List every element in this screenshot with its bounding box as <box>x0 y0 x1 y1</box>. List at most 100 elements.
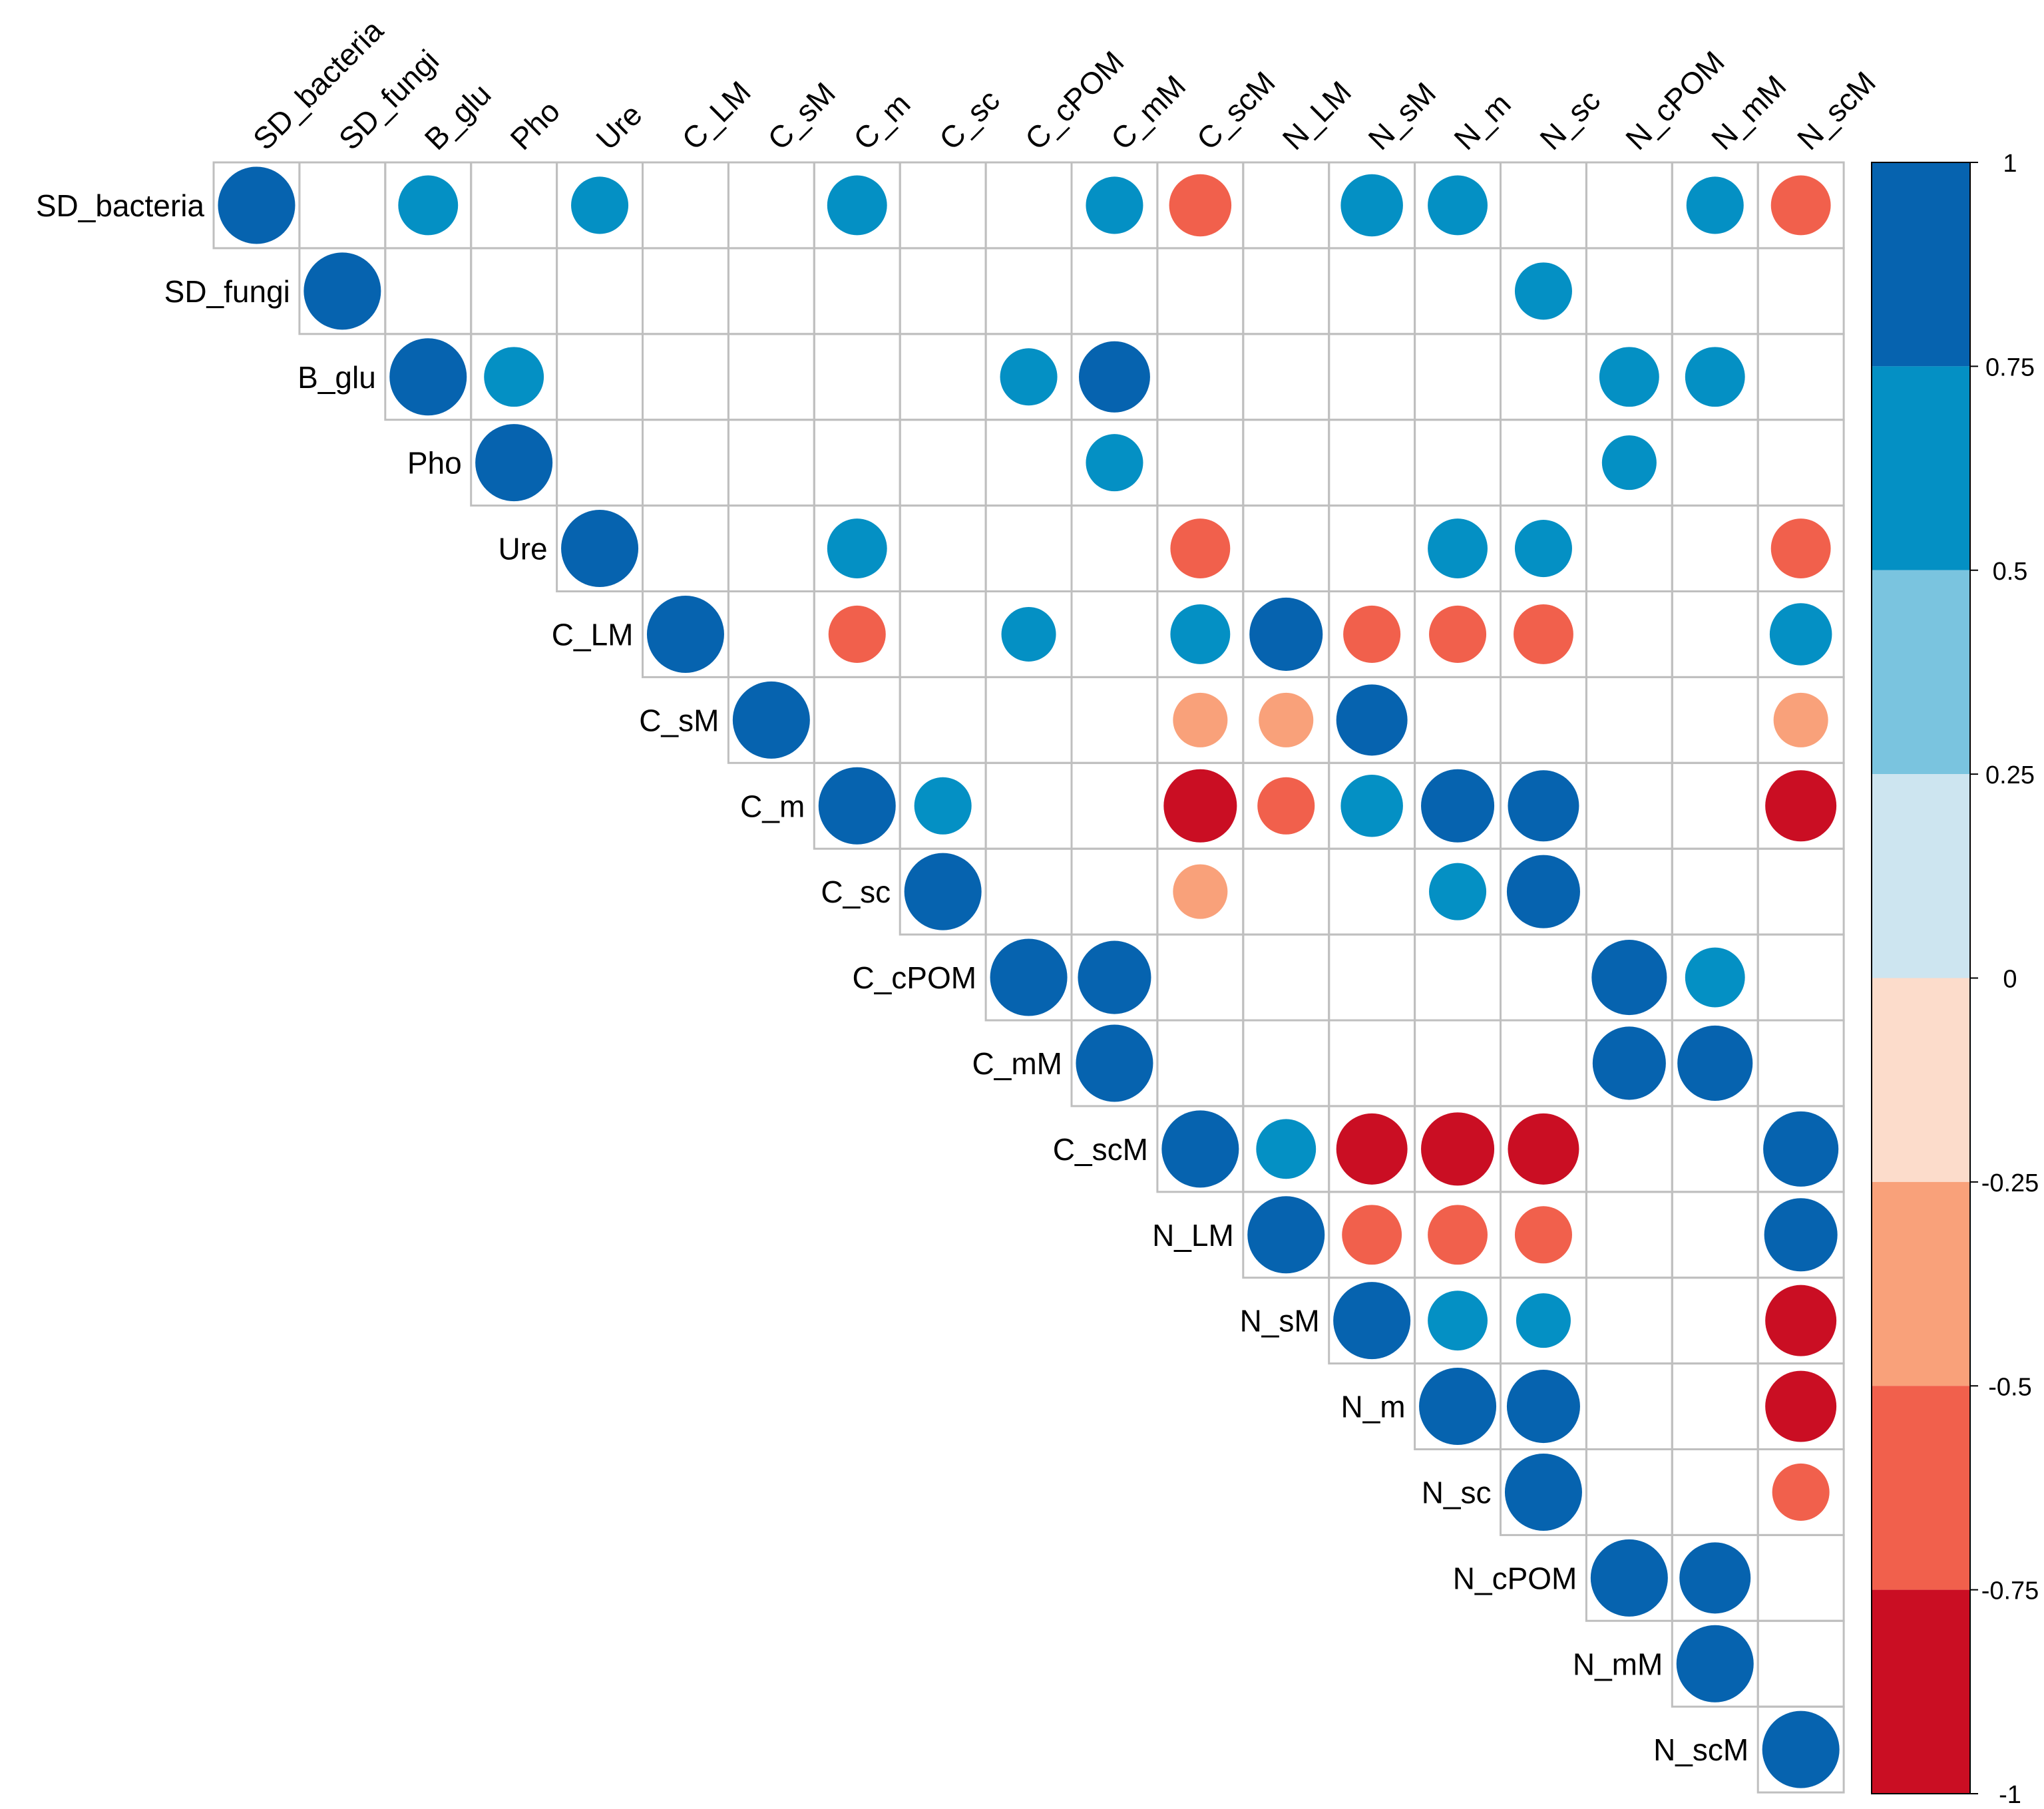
grid-cell <box>1756 933 1845 1022</box>
grid-cell <box>1671 419 1759 507</box>
grid-cell <box>1671 1448 1759 1536</box>
colorbar-tick-label: -0.5 <box>1988 1373 2031 1401</box>
grid-cell <box>899 161 987 250</box>
correlation-circle-C_LM-N_LM <box>1249 597 1323 671</box>
correlation-circle-C_sc-C_sc <box>904 853 982 930</box>
correlation-circle-C_LM-C_scM <box>1170 604 1231 664</box>
correlation-circle-C_cPOM-C_cPOM <box>990 938 1068 1016</box>
colorbar-bin <box>1872 1386 1970 1590</box>
correlation-circle-C_m-N_scM <box>1765 770 1837 842</box>
grid-cell <box>1156 1019 1245 1107</box>
correlation-circle-SD_fungi-N_sc <box>1514 262 1572 320</box>
colorbar-tick-label: -1 <box>1999 1781 2021 1809</box>
correlation-circle-C_LM-N_sc <box>1514 604 1573 664</box>
grid-cell <box>1756 1619 1845 1708</box>
grid-cell <box>1671 504 1759 592</box>
correlation-circles <box>218 166 1840 1788</box>
correlation-circle-C_cPOM-N_cPOM <box>1591 940 1667 1016</box>
grid-cell <box>1756 419 1845 507</box>
grid-cell <box>1585 247 1673 335</box>
grid-cell <box>1500 419 1587 507</box>
correlation-circle-N_cPOM-N_cPOM <box>1590 1539 1668 1617</box>
correlation-circle-N_m-N_m <box>1419 1368 1497 1446</box>
column-label: N_sM <box>1361 75 1442 156</box>
colorbar-tick-label: 0 <box>2003 966 2017 994</box>
row-label: Pho <box>407 446 462 481</box>
grid-cell <box>1756 1533 1845 1622</box>
row-label: C_cPOM <box>853 960 977 995</box>
grid-cell <box>1585 590 1673 678</box>
grid-cell <box>899 676 987 764</box>
grid-cell <box>727 419 815 507</box>
grid-cell <box>727 161 815 250</box>
column-label: Ure <box>589 97 648 156</box>
correlation-circle-B_glu-Pho <box>484 347 544 407</box>
column-label: N_m <box>1447 87 1517 156</box>
correlation-circle-C_scM-N_sM <box>1336 1113 1408 1185</box>
grid-cell <box>1242 847 1330 936</box>
correlation-circle-N_mM-N_mM <box>1676 1625 1754 1703</box>
column-label: C_LM <box>675 75 757 157</box>
correlation-circle-C_sc-N_sc <box>1506 855 1580 928</box>
grid-cell <box>1756 1019 1845 1107</box>
correlation-circle-SD_bacteria-N_scM <box>1770 175 1831 236</box>
correlation-circle-SD_bacteria-SD_bacteria <box>218 166 296 244</box>
correlation-circle-N_sM-N_scM <box>1765 1285 1837 1356</box>
colorbar-tick-label: -0.25 <box>1981 1169 2039 1197</box>
correlation-circle-N_LM-N_scM <box>1764 1198 1838 1272</box>
grid-cell <box>642 419 729 507</box>
correlation-circle-C_sM-N_scM <box>1773 692 1828 747</box>
grid-cell <box>1585 847 1673 936</box>
grid-cell <box>1070 247 1159 335</box>
grid-cell <box>1585 1105 1673 1193</box>
grid-cell <box>1585 1362 1673 1451</box>
correlation-circle-N_LM-N_sM <box>1342 1205 1402 1265</box>
grid-cell <box>984 247 1073 335</box>
row-label: C_sM <box>639 703 719 737</box>
grid-cell <box>1585 761 1673 850</box>
correlation-circle-N_LM-N_LM <box>1247 1196 1325 1274</box>
column-label: Pho <box>503 93 566 156</box>
colorbar-bin <box>1872 1589 1970 1794</box>
grid-cell <box>642 504 729 592</box>
colorbar-bin <box>1872 978 1970 1182</box>
grid-cell <box>1156 333 1245 421</box>
row-label: N_m <box>1340 1390 1405 1424</box>
correlation-circle-B_glu-C_cPOM <box>1000 348 1058 406</box>
grid-cell <box>1242 333 1330 421</box>
correlation-circle-Pho-C_mM <box>1086 434 1143 492</box>
grid-cell <box>727 590 815 678</box>
correlation-circle-C_m-N_sM <box>1340 774 1403 837</box>
column-label: N_sc <box>1533 83 1607 156</box>
grid-cell <box>1671 590 1759 678</box>
grid-cell <box>984 676 1073 764</box>
correlation-circle-Ure-N_sc <box>1514 520 1572 578</box>
row-labels: SD_bacteria SD_fungi B_glu Pho Ure C_LM C_sM C_… <box>36 188 1748 1767</box>
grid-cell <box>1242 504 1330 592</box>
correlation-circle-SD_bacteria-C_m <box>827 175 887 236</box>
grid-cell <box>984 161 1073 250</box>
grid-cell <box>1242 933 1330 1022</box>
correlation-circle-C_m-N_m <box>1421 769 1495 843</box>
grid-cell <box>899 333 987 421</box>
row-label: C_mM <box>972 1046 1062 1081</box>
row-label: N_scM <box>1653 1732 1748 1767</box>
grid-cell <box>1070 504 1159 592</box>
row-label: N_sM <box>1240 1304 1320 1338</box>
grid-cell <box>813 419 901 507</box>
grid-cell <box>1585 504 1673 592</box>
correlation-circle-C_sM-N_LM <box>1259 692 1314 747</box>
correlation-circle-C_mM-C_mM <box>1076 1024 1153 1102</box>
correlation-circle-B_glu-C_mM <box>1078 341 1150 413</box>
correlation-circle-C_LM-N_m <box>1429 605 1487 663</box>
colorbar-bin <box>1872 366 1970 570</box>
row-label: N_cPOM <box>1453 1561 1577 1595</box>
correlation-circle-C_LM-N_sM <box>1343 605 1401 663</box>
colorbar-tick-label: 0.5 <box>1993 558 2028 586</box>
correlation-circle-SD_bacteria-B_glu <box>398 175 459 236</box>
correlation-circle-C_m-N_LM <box>1257 777 1315 835</box>
grid-cell <box>813 676 901 764</box>
grid-cell <box>1756 847 1845 936</box>
column-label: C_sc <box>932 83 1006 156</box>
